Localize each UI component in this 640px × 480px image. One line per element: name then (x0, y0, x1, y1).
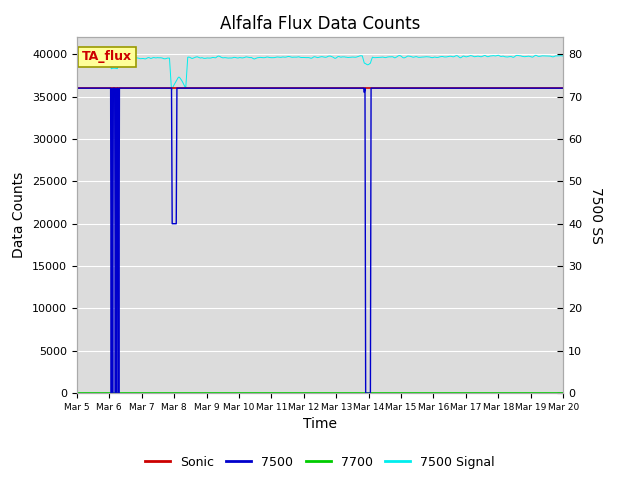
Text: TA_flux: TA_flux (82, 50, 132, 63)
Title: Alfalfa Flux Data Counts: Alfalfa Flux Data Counts (220, 15, 420, 33)
Legend: Sonic, 7500, 7700, 7500 Signal: Sonic, 7500, 7700, 7500 Signal (140, 451, 500, 474)
Y-axis label: Data Counts: Data Counts (12, 172, 26, 258)
Y-axis label: 7500 SS: 7500 SS (589, 187, 603, 244)
X-axis label: Time: Time (303, 418, 337, 432)
